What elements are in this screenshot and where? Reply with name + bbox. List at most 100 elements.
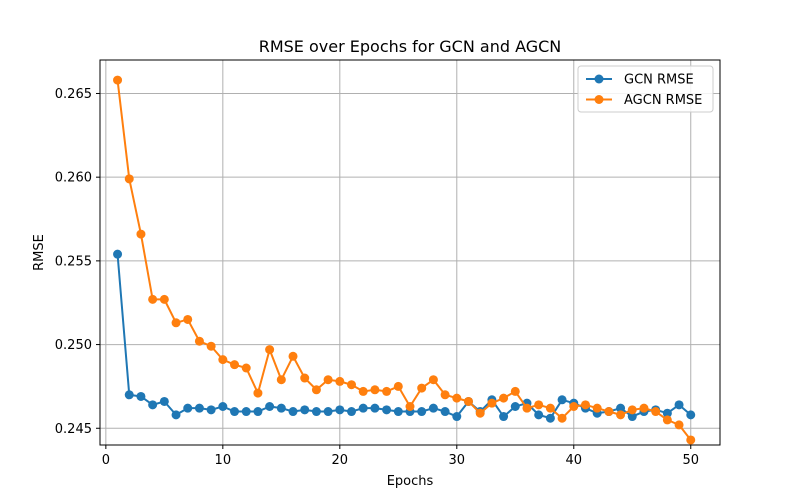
y-tick-label: 0.265 xyxy=(55,87,92,102)
data-point-agcn-rmse xyxy=(253,388,263,398)
data-point-gcn-rmse xyxy=(206,405,216,415)
chart-title: RMSE over Epochs for GCN and AGCN xyxy=(259,37,562,56)
x-axis-title: Epochs xyxy=(387,474,434,489)
data-point-agcn-rmse xyxy=(335,376,345,386)
data-point-gcn-rmse xyxy=(662,408,672,418)
data-point-agcn-rmse xyxy=(288,351,298,361)
y-axis-title: RMSE xyxy=(32,234,47,271)
data-point-gcn-rmse xyxy=(370,403,380,413)
data-point-gcn-rmse xyxy=(616,403,626,413)
data-point-agcn-rmse xyxy=(522,403,532,413)
data-point-agcn-rmse xyxy=(686,435,696,445)
x-axis-ticks: 0 10 20 30 40 50 xyxy=(102,445,699,468)
data-point-gcn-rmse xyxy=(323,407,333,417)
data-point-agcn-rmse xyxy=(487,398,497,408)
data-point-gcn-rmse xyxy=(545,413,555,423)
data-point-gcn-rmse xyxy=(452,412,462,422)
x-tick-label: 0 xyxy=(102,453,110,468)
data-point-gcn-rmse xyxy=(288,407,298,417)
legend: GCN RMSE AGCN RMSE xyxy=(577,65,714,113)
legend-marker-agcn xyxy=(594,95,604,104)
data-point-gcn-rmse xyxy=(627,412,637,422)
data-point-agcn-rmse xyxy=(417,383,427,393)
y-axis-ticks: 0.245 0.250 0.255 0.260 0.265 xyxy=(55,87,100,437)
y-tick-label: 0.245 xyxy=(55,422,92,437)
data-point-gcn-rmse xyxy=(557,395,567,405)
data-point-agcn-rmse xyxy=(534,400,544,410)
data-point-agcn-rmse xyxy=(440,390,450,400)
data-point-gcn-rmse xyxy=(358,403,368,413)
data-point-agcn-rmse xyxy=(557,413,567,423)
data-point-agcn-rmse xyxy=(230,360,240,370)
data-point-gcn-rmse xyxy=(113,249,123,259)
data-point-agcn-rmse xyxy=(300,373,310,383)
data-point-agcn-rmse xyxy=(206,341,216,351)
data-point-agcn-rmse xyxy=(428,375,438,385)
data-point-gcn-rmse xyxy=(417,407,427,417)
data-point-agcn-rmse xyxy=(604,407,614,417)
data-point-agcn-rmse xyxy=(463,396,473,406)
data-point-gcn-rmse xyxy=(124,390,134,400)
data-point-agcn-rmse xyxy=(276,375,286,385)
data-point-agcn-rmse xyxy=(580,400,590,410)
data-point-agcn-rmse xyxy=(382,386,392,396)
legend-marker-gcn xyxy=(594,74,604,84)
data-point-agcn-rmse xyxy=(662,415,672,425)
x-tick-label: 10 xyxy=(215,453,232,468)
series-layer xyxy=(113,75,696,445)
data-point-gcn-rmse xyxy=(347,407,357,417)
data-point-gcn-rmse xyxy=(276,403,286,413)
data-point-agcn-rmse xyxy=(475,408,485,418)
data-point-gcn-rmse xyxy=(382,405,392,415)
data-point-agcn-rmse xyxy=(569,402,579,411)
data-point-gcn-rmse xyxy=(171,410,181,420)
data-point-agcn-rmse xyxy=(124,174,134,184)
data-point-agcn-rmse xyxy=(159,294,169,304)
data-point-gcn-rmse xyxy=(241,407,251,417)
data-point-gcn-rmse xyxy=(148,400,158,410)
data-point-gcn-rmse xyxy=(159,396,169,406)
data-point-agcn-rmse xyxy=(136,229,146,239)
data-point-gcn-rmse xyxy=(218,402,228,411)
data-point-gcn-rmse xyxy=(499,412,509,422)
x-tick-label: 50 xyxy=(682,453,699,468)
data-point-agcn-rmse xyxy=(405,402,415,411)
y-tick-label: 0.255 xyxy=(55,254,92,269)
data-point-agcn-rmse xyxy=(499,393,509,403)
y-tick-label: 0.260 xyxy=(55,171,92,186)
data-point-agcn-rmse xyxy=(651,407,661,417)
data-point-agcn-rmse xyxy=(113,75,123,85)
data-point-gcn-rmse xyxy=(253,407,263,417)
data-point-agcn-rmse xyxy=(616,410,626,420)
x-tick-label: 20 xyxy=(332,453,349,468)
data-point-gcn-rmse xyxy=(230,407,240,417)
data-point-gcn-rmse xyxy=(183,403,193,413)
data-point-gcn-rmse xyxy=(440,407,450,417)
data-point-gcn-rmse xyxy=(674,400,684,410)
data-point-agcn-rmse xyxy=(592,403,602,413)
data-point-gcn-rmse xyxy=(136,391,146,401)
data-point-agcn-rmse xyxy=(639,403,649,413)
data-point-agcn-rmse xyxy=(148,294,158,304)
data-point-gcn-rmse xyxy=(311,407,321,417)
data-point-agcn-rmse xyxy=(510,386,520,396)
data-point-agcn-rmse xyxy=(674,420,684,430)
data-point-gcn-rmse xyxy=(510,402,520,411)
x-tick-label: 40 xyxy=(566,453,583,468)
data-point-agcn-rmse xyxy=(194,336,204,346)
x-tick-label: 30 xyxy=(449,453,466,468)
data-point-agcn-rmse xyxy=(452,393,462,403)
data-point-gcn-rmse xyxy=(686,410,696,420)
y-tick-label: 0.250 xyxy=(55,338,92,353)
data-point-agcn-rmse xyxy=(171,318,181,328)
data-point-agcn-rmse xyxy=(265,345,275,355)
data-point-gcn-rmse xyxy=(393,407,403,417)
data-point-agcn-rmse xyxy=(370,385,380,395)
data-point-agcn-rmse xyxy=(323,375,333,385)
data-point-gcn-rmse xyxy=(335,405,345,415)
data-point-agcn-rmse xyxy=(347,380,357,390)
data-point-gcn-rmse xyxy=(534,410,544,420)
data-point-agcn-rmse xyxy=(545,403,555,413)
data-point-agcn-rmse xyxy=(183,314,193,324)
